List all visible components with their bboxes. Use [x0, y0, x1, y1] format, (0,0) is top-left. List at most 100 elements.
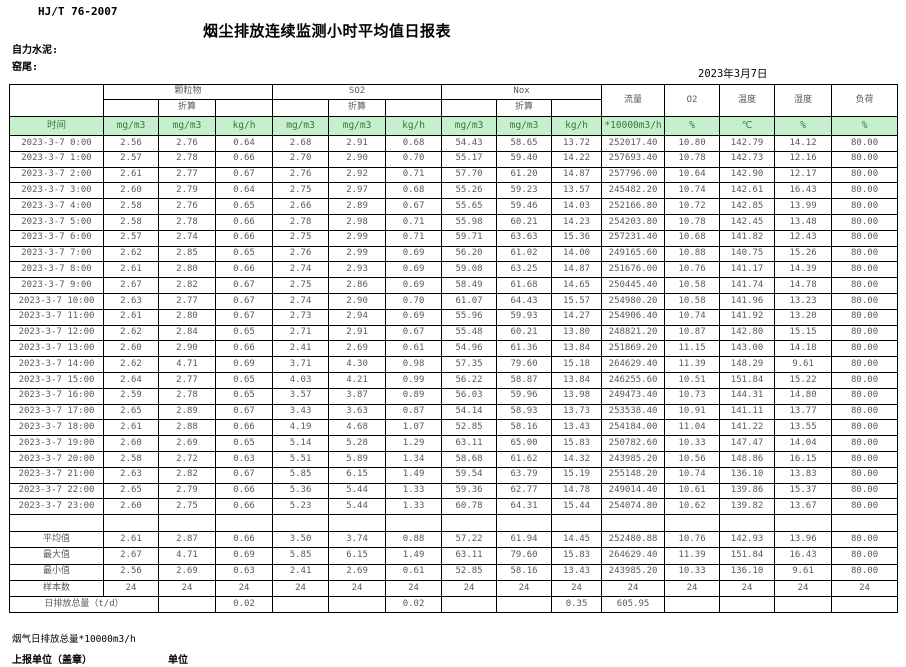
table-cell: 59.93 [496, 308, 553, 326]
header-load: 负荷 [831, 84, 899, 117]
table-cell: 0.67 [214, 166, 274, 184]
table-cell: 142.79 [719, 135, 776, 152]
table-cell: 12.16 [774, 150, 833, 168]
table-cell: 2.58 [103, 213, 159, 231]
table-cell: 2.87 [158, 531, 216, 549]
table-cell: 24 [601, 579, 666, 597]
table-cell: 80.00 [831, 419, 899, 437]
table-cell: 54.43 [441, 135, 498, 152]
table-cell: 0.69 [214, 356, 274, 373]
table-cell: 0.68 [385, 135, 443, 152]
table-cell [441, 595, 498, 614]
table-cell: 61.94 [496, 531, 553, 549]
table-cell: 13.48 [774, 213, 833, 231]
reporting-org-label: 上报单位（盖章） [12, 655, 92, 666]
hour-data-row: 2023-3-7 4:00 2.58 2.76 0.65 2.66 2.89 0.67 55.… [9, 198, 899, 215]
table-cell: 0.88 [385, 531, 443, 549]
table-cell: 13.83 [774, 466, 833, 484]
table-cell: 2.56 [103, 135, 159, 152]
table-cell: 0.65 [214, 371, 274, 389]
unit-cell: mg/m3 [158, 116, 216, 136]
table-cell: 0.71 [385, 213, 443, 231]
unit-cell: kg/h [551, 116, 603, 136]
table-cell: 57.22 [441, 531, 498, 549]
hour-data-row: 2023-3-7 21:00 2.63 2.82 0.67 5.85 6.15 1.49 59… [9, 466, 899, 484]
table-cell: 254074.80 [601, 498, 666, 516]
table-cell: 11.39 [664, 547, 721, 565]
table-cell: 141.96 [719, 292, 776, 310]
table-cell: 254203.80 [601, 213, 666, 231]
table-cell: 0.63 [214, 450, 274, 468]
table-cell: 2.69 [328, 340, 387, 358]
table-cell: 246255.60 [601, 371, 666, 389]
table-cell: 5.23 [272, 498, 330, 516]
table-cell: 24 [214, 579, 274, 597]
table-cell: 4.71 [158, 356, 216, 373]
table-cell: 0.66 [214, 261, 274, 279]
table-cell: 14.22 [551, 150, 603, 168]
table-cell [601, 514, 666, 533]
hour-data-row: 2023-3-7 7:00 2.62 2.85 0.65 2.76 2.99 0.69 56.… [9, 245, 899, 263]
table-cell: 251869.20 [601, 340, 666, 358]
table-cell: 15.83 [551, 435, 603, 452]
table-cell: 0.66 [214, 213, 274, 231]
table-cell: 13.77 [774, 403, 833, 421]
table-cell: 2.80 [158, 308, 216, 326]
table-cell: 80.00 [831, 277, 899, 294]
table-cell: 4.68 [328, 419, 387, 437]
table-cell: 10.58 [664, 292, 721, 310]
table-cell: 2.68 [272, 135, 330, 152]
table-cell: 10.91 [664, 403, 721, 421]
table-cell: 2.88 [158, 419, 216, 437]
table-cell: 2.62 [103, 356, 159, 373]
table-cell: 13.72 [551, 135, 603, 152]
table-cell: 13.55 [774, 419, 833, 437]
table-cell: 14.03 [551, 198, 603, 215]
table-cell: 0.67 [214, 292, 274, 310]
table-cell: 10.87 [664, 324, 721, 342]
table-cell: 55.65 [441, 198, 498, 215]
table-cell: 24 [831, 579, 899, 597]
table-cell [496, 595, 553, 614]
table-cell: 0.61 [385, 340, 443, 358]
table-cell: 80.00 [831, 324, 899, 342]
table-cell: 2023-3-7 18:00 [9, 419, 104, 437]
table-cell: 59.08 [441, 261, 498, 279]
table-cell: 249014.40 [601, 482, 666, 500]
table-cell: 2.91 [328, 324, 387, 342]
daily-total-row: 日排放总量（t/d） 0.02 0.02 0.35 605.95 [9, 595, 899, 614]
table-cell: 2023-3-7 10:00 [9, 292, 104, 310]
table-cell: 63.25 [496, 261, 553, 279]
table-cell: 142.61 [719, 182, 776, 200]
table-cell: 10.33 [664, 563, 721, 581]
table-cell: 243985.20 [601, 450, 666, 468]
table-cell: 142.45 [719, 213, 776, 231]
table-cell: 59.71 [441, 229, 498, 247]
table-cell: 80.00 [831, 403, 899, 421]
table-cell: 2.41 [272, 340, 330, 358]
hour-data-row: 2023-3-7 12:00 2.62 2.84 0.65 2.71 2.91 0.67 55… [9, 324, 899, 342]
table-cell: 2.94 [328, 308, 387, 326]
table-cell: 24 [158, 579, 216, 597]
table-cell: 2.76 [272, 166, 330, 184]
table-cell: 2.70 [272, 150, 330, 168]
table-cell: 2.60 [103, 340, 159, 358]
table-cell: 61.02 [496, 245, 553, 263]
table-cell: 14.04 [774, 435, 833, 452]
table-cell: 142.73 [719, 150, 776, 168]
table-cell: 2.56 [103, 563, 159, 581]
table-cell [214, 514, 274, 533]
table-cell: 10.74 [664, 182, 721, 200]
table-cell: 2.74 [272, 261, 330, 279]
table-cell: 24 [385, 579, 443, 597]
table-cell: 3.50 [272, 531, 330, 549]
table-cell: 252017.40 [601, 135, 666, 152]
table-cell: 0.69 [385, 261, 443, 279]
empty-cell [214, 99, 274, 117]
table-cell: 14.78 [774, 277, 833, 294]
table-cell: 61.36 [496, 340, 553, 358]
unit-cell: % [774, 116, 833, 136]
table-cell: 2023-3-7 7:00 [9, 245, 104, 263]
table-cell: 0.02 [214, 595, 274, 614]
table-cell: 0.66 [214, 340, 274, 358]
